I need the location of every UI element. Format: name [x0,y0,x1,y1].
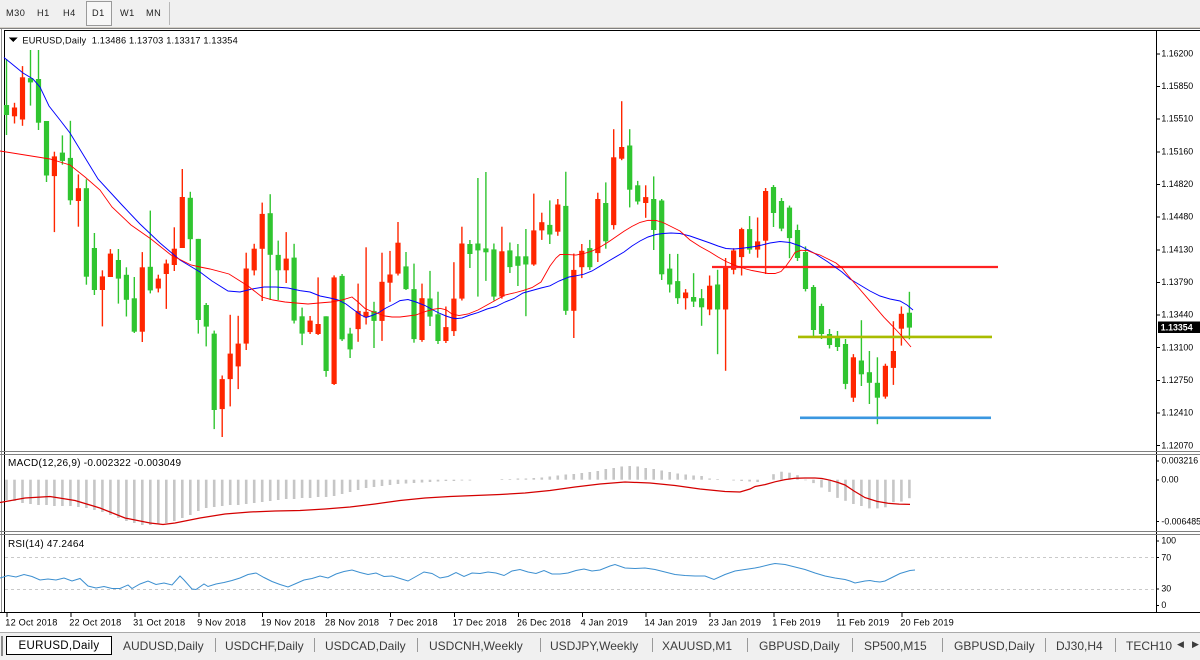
svg-text:1.13100: 1.13100 [1161,342,1193,352]
svg-text:1.15160: 1.15160 [1161,146,1193,156]
svg-text:1.15850: 1.15850 [1161,81,1193,91]
svg-text:EURUSD,Daily 1.13486 1.13703: EURUSD,Daily 1.13486 1.13703 1.13317 1.1… [22,36,237,46]
svg-text:0: 0 [1161,600,1166,610]
svg-text:RSI(14) 47.2464: RSI(14) 47.2464 [8,539,85,550]
svg-text:1.14130: 1.14130 [1161,244,1193,254]
svg-text:0.00: 0.00 [1161,475,1178,485]
svg-text:1 Feb 2019: 1 Feb 2019 [772,618,821,628]
svg-text:1.14480: 1.14480 [1161,212,1193,222]
svg-text:17 Dec 2018: 17 Dec 2018 [453,618,507,628]
svg-text:4 Jan 2019: 4 Jan 2019 [581,618,628,628]
svg-text:0.003216: 0.003216 [1161,456,1198,466]
svg-text:1.12070: 1.12070 [1161,440,1193,450]
svg-text:1.12750: 1.12750 [1161,375,1193,385]
svg-text:100: 100 [1161,535,1176,545]
svg-text:70: 70 [1161,552,1171,562]
svg-text:1.15510: 1.15510 [1161,114,1193,124]
svg-text:19 Nov 2018: 19 Nov 2018 [261,618,315,628]
svg-text:9 Nov 2018: 9 Nov 2018 [197,618,246,628]
svg-text:1.16200: 1.16200 [1161,48,1193,58]
svg-text:1.14820: 1.14820 [1161,179,1193,189]
svg-text:1.13790: 1.13790 [1161,277,1193,287]
svg-text:14 Jan 2019: 14 Jan 2019 [645,618,698,628]
svg-text:28 Nov 2018: 28 Nov 2018 [325,618,379,628]
svg-text:1.13440: 1.13440 [1161,310,1193,320]
svg-text:11 Feb 2019: 11 Feb 2019 [836,618,889,628]
svg-text:23 Jan 2019: 23 Jan 2019 [708,618,761,628]
svg-text:1.12410: 1.12410 [1161,408,1193,418]
svg-text:1.13354: 1.13354 [1161,323,1193,333]
svg-text:-0.006485: -0.006485 [1161,516,1200,526]
svg-text:MACD(12,26,9) -0.002322 -0.003: MACD(12,26,9) -0.002322 -0.003049 [8,458,182,469]
svg-text:26 Dec 2018: 26 Dec 2018 [517,618,571,628]
svg-text:12 Oct 2018: 12 Oct 2018 [5,618,57,628]
svg-text:20 Feb 2019: 20 Feb 2019 [900,618,954,628]
svg-text:7 Dec 2018: 7 Dec 2018 [389,618,438,628]
svg-text:31 Oct 2018: 31 Oct 2018 [133,618,185,628]
svg-text:30: 30 [1161,584,1171,594]
svg-text:22 Oct 2018: 22 Oct 2018 [69,618,121,628]
